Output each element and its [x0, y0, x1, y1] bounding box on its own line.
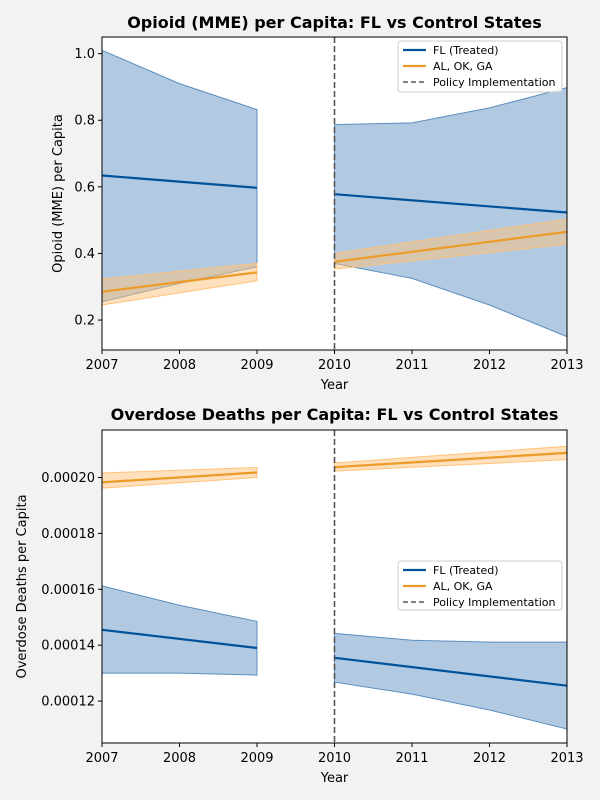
x-tick-label: 2012: [473, 751, 506, 766]
legend-label: AL, OK, GA: [433, 580, 493, 593]
legend-label: Policy Implementation: [433, 596, 556, 609]
ci-band-fl-seg2: [334, 632, 567, 730]
x-axis-label: Year: [320, 771, 349, 786]
chart-panel-1: 2007 2008 2009 2010 2011 2012 2013 0.2 0.4 0.6 0.8…: [51, 13, 584, 393]
x-tick-label: 2009: [240, 751, 273, 766]
x-tick-label: 2010: [318, 751, 351, 766]
ci-band-fl-seg2: [334, 87, 567, 338]
y-tick-label: 0.00012: [41, 695, 95, 710]
y-tick-label: 0.00020: [41, 471, 95, 486]
series-line-fl-seg1: [102, 174, 258, 189]
y-axis-label: Overdose Deaths per Capita: [15, 494, 30, 678]
y-tick-label: 0.2: [74, 314, 95, 329]
y-tick-label: 0.00018: [41, 527, 95, 542]
y-tick-label: 0.8: [74, 114, 95, 129]
series-line-fl-seg2: [334, 193, 567, 214]
x-tick-label: 2011: [395, 751, 428, 766]
series-line-control-seg2: [334, 230, 567, 263]
legend-box: [397, 40, 563, 93]
x-tick-label: 2012: [473, 358, 506, 373]
chart-panel-2: 2007 2008 2009 2010 2011 2012 2013 0.00012 0.000…: [15, 405, 584, 786]
plot-content: [102, 37, 567, 350]
legend-label: FL (Treated): [433, 564, 499, 577]
x-tick-label: 2008: [163, 358, 196, 373]
x-tick-label: 2008: [163, 751, 196, 766]
legend: FL (Treated) AL, OK, GA Policy Implementat…: [397, 40, 563, 93]
plot-content: [102, 430, 567, 743]
series-line-control-seg1: [102, 271, 258, 293]
legend: FL (Treated) AL, OK, GA Policy Implementat…: [397, 560, 563, 611]
y-tick-label: 0.00016: [41, 583, 95, 598]
y-tick-label: 1.0: [74, 47, 95, 62]
series-line-fl-seg1: [102, 628, 258, 650]
series-line-control-seg2: [334, 451, 567, 469]
legend-label: FL (Treated): [433, 44, 499, 57]
series-line-fl-seg2: [334, 656, 567, 687]
y-tick-label: 0.6: [74, 180, 95, 195]
x-tick-label: 2010: [318, 358, 351, 373]
x-tick-label: 2007: [85, 358, 118, 373]
x-tick-label: 2009: [240, 358, 273, 373]
y-tick-label: 0.4: [74, 247, 95, 262]
chart-title: Overdose Deaths per Capita: FL vs Contro…: [111, 405, 559, 424]
x-axis-label: Year: [320, 378, 349, 393]
legend-label: AL, OK, GA: [433, 60, 493, 73]
x-tick-label: 2013: [550, 358, 583, 373]
chart-title: Opioid (MME) per Capita: FL vs Control S…: [127, 13, 542, 32]
x-tick-label: 2011: [395, 358, 428, 373]
series-line-control-seg1: [102, 471, 258, 484]
x-tick-label: 2007: [85, 751, 118, 766]
y-axis-label: Opioid (MME) per Capita: [51, 114, 66, 273]
legend-box: [397, 560, 563, 611]
y-tick-label: 0.00014: [41, 639, 95, 654]
x-tick-label: 2013: [550, 751, 583, 766]
ci-band-fl-seg1: [102, 585, 258, 676]
legend-label: Policy Implementation: [433, 76, 556, 89]
ci-band-control-seg1: [102, 262, 258, 306]
